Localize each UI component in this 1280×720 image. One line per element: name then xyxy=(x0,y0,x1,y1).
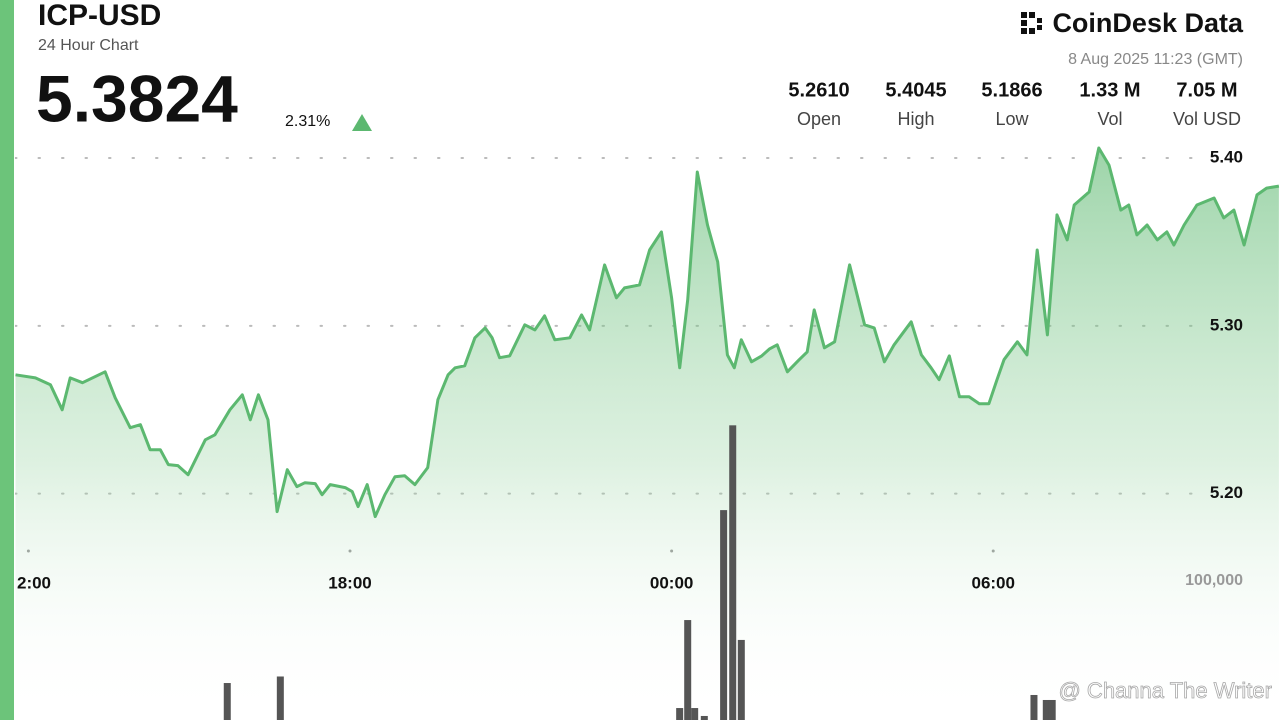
brand-logo xyxy=(1021,12,1042,34)
stat-value: 7.05 M xyxy=(1176,79,1237,101)
stat-label: Open xyxy=(797,109,841,129)
volume-bar xyxy=(720,510,728,720)
y-tick-label: 5.20 xyxy=(1210,483,1243,502)
stat-value: 5.2610 xyxy=(788,79,849,101)
price: 5.3824 xyxy=(36,61,238,135)
volume-bar xyxy=(729,425,737,720)
volume-bar xyxy=(700,715,708,720)
ticker-title: ICP-USD xyxy=(38,0,161,32)
volume-bar xyxy=(276,676,284,720)
stat-value: 5.4045 xyxy=(885,79,946,101)
brand: CoinDesk Data xyxy=(1052,8,1244,38)
volume-bar xyxy=(691,708,699,720)
volume-bar xyxy=(1042,699,1050,720)
plot-area xyxy=(15,146,1280,720)
volume-bar xyxy=(1030,694,1038,720)
y-tick-label: 5.40 xyxy=(1210,148,1243,167)
stats: 5.2610 Open 5.4045 High 5.1866 Low 1.33 M Vol 7.… xyxy=(788,79,1241,128)
stat-label: Low xyxy=(995,109,1029,129)
x-tick-label: 06:00 xyxy=(971,573,1014,592)
stat-label: High xyxy=(897,109,934,129)
stat-label: Vol xyxy=(1097,109,1122,129)
timestamp: 8 Aug 2025 11:23 (GMT) xyxy=(1068,51,1243,68)
y-tick-label: 5.30 xyxy=(1210,315,1243,334)
stat-value: 5.1866 xyxy=(981,79,1042,101)
volume-bar xyxy=(684,620,692,720)
up-arrow xyxy=(352,114,372,131)
volume-bar xyxy=(676,708,684,720)
subtitle: 24 Hour Chart xyxy=(38,37,139,54)
volume-bar xyxy=(223,683,231,720)
stat-value: 1.33 M xyxy=(1079,79,1140,101)
volume-bar xyxy=(737,639,745,720)
change: 2.31% xyxy=(285,113,330,130)
y2-tick-label: 100,000 xyxy=(1185,572,1243,589)
volume-bar xyxy=(1048,699,1056,720)
x-tick-label: 00:00 xyxy=(650,573,693,592)
watermark: @ Channa The Writer xyxy=(1058,678,1272,703)
accent-bar xyxy=(0,0,14,720)
x-tick-label: 2:00 xyxy=(17,573,51,592)
stat-label: Vol USD xyxy=(1173,109,1241,129)
price-area xyxy=(15,148,1279,720)
price-line xyxy=(15,146,1280,519)
x-tick-label: 18:00 xyxy=(328,573,371,592)
